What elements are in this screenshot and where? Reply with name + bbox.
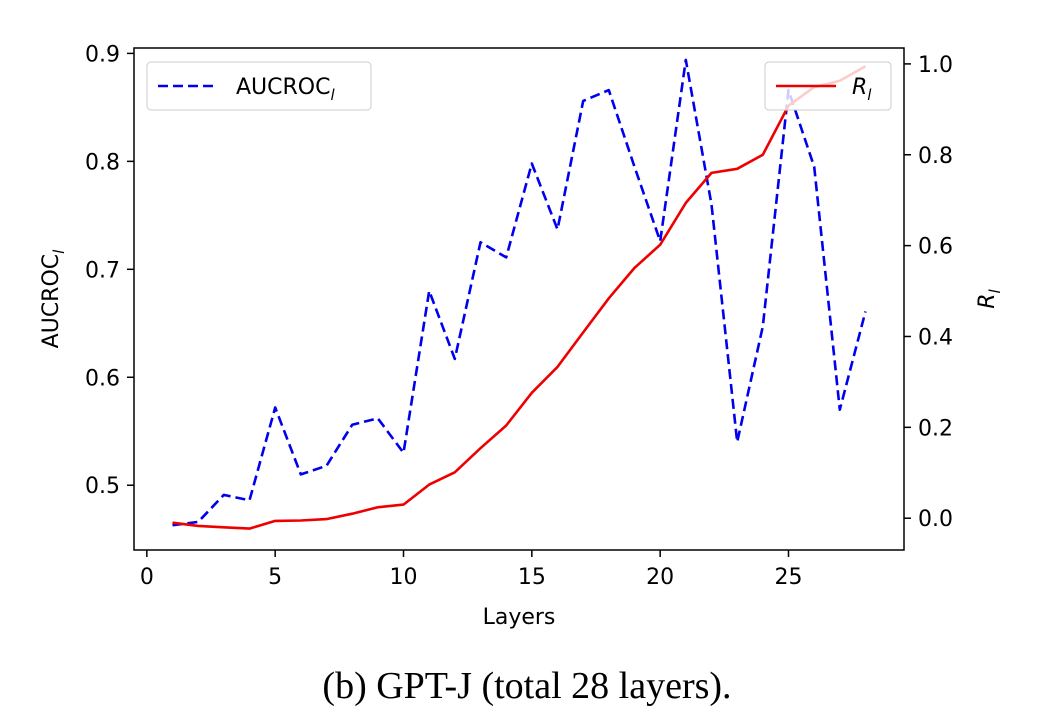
right-tick-label: 0.4 (918, 325, 953, 350)
x-tick-label: 20 (646, 565, 674, 590)
x-axis-ticks: 0 5 10 15 20 25 (140, 550, 803, 590)
plot-frame (133, 47, 905, 551)
x-tick-label: 10 (390, 565, 418, 590)
x-tick-label: 0 (140, 565, 154, 590)
left-axis-ticks: 0.5 0.6 0.7 0.8 0.9 (85, 42, 134, 499)
right-axis-ticks: 0.0 0.2 0.4 0.6 0.8 1.0 (904, 53, 953, 532)
x-tick-label: 25 (775, 565, 803, 590)
x-tick-label: 15 (518, 565, 546, 590)
right-tick-label: 0.0 (918, 507, 953, 532)
series-lines (172, 58, 867, 530)
left-tick-label: 0.5 (85, 474, 120, 499)
right-tick-label: 0.6 (918, 235, 953, 260)
legend-left: AUCROCl (146, 61, 372, 111)
right-tick-label: 0.2 (918, 416, 953, 441)
left-axis-label: AUCROCl (39, 249, 68, 348)
legend-right: Rl (764, 61, 892, 111)
legend-right-label: Rl (852, 75, 872, 104)
figure-caption: (b) GPT-J (total 28 layers). (322, 665, 732, 707)
x-tick-label: 5 (268, 565, 282, 590)
legend-left-box (146, 61, 372, 111)
right-axis-label: Rl (975, 288, 1004, 308)
series-line-1 (172, 58, 867, 527)
legend-left-label: AUCROCl (236, 75, 335, 104)
left-tick-label: 0.8 (85, 150, 120, 175)
right-tick-label: 1.0 (918, 53, 953, 78)
left-tick-label: 0.6 (85, 366, 120, 391)
x-axis-label: Layers (483, 605, 556, 630)
series-line-2 (172, 65, 867, 530)
right-tick-label: 0.8 (918, 144, 953, 169)
left-tick-label: 0.9 (85, 42, 120, 67)
left-tick-label: 0.7 (85, 258, 120, 283)
